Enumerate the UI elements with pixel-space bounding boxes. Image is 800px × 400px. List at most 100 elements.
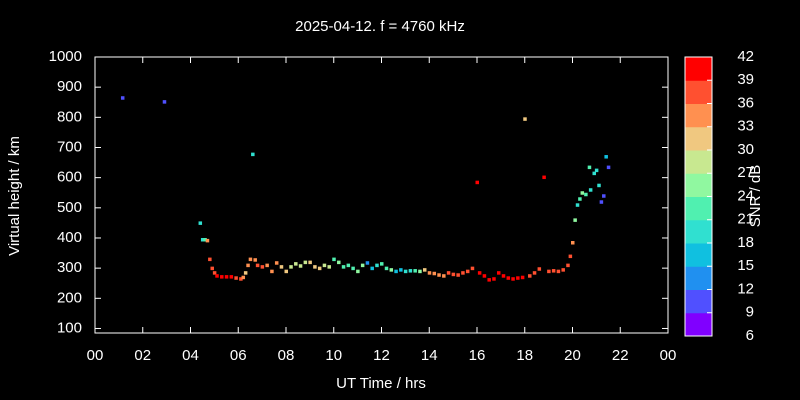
point — [492, 277, 496, 281]
y-tick-label: 600 — [57, 169, 82, 186]
colorbar-tick-label: 15 — [737, 257, 754, 274]
point — [496, 271, 501, 275]
point — [501, 274, 506, 278]
point — [422, 268, 427, 272]
colorbar-tick-label: 27 — [737, 164, 754, 181]
point — [487, 278, 491, 282]
colorbar-tick-label: 18 — [737, 234, 754, 251]
point — [246, 263, 250, 268]
point — [604, 155, 608, 159]
point — [322, 263, 327, 268]
point — [294, 262, 298, 266]
x-tick-label: 02 — [134, 347, 151, 364]
colorbar-band — [685, 173, 712, 197]
point — [205, 238, 210, 243]
point — [241, 275, 246, 280]
x-tick-label: 00 — [87, 347, 104, 364]
y-tick-label: 800 — [57, 108, 82, 125]
colorbar-band — [685, 289, 712, 314]
point — [575, 203, 580, 207]
point — [327, 265, 331, 269]
x-tick-label: 10 — [325, 347, 342, 364]
point — [597, 183, 601, 188]
point — [253, 258, 257, 262]
point — [561, 268, 565, 272]
point — [251, 152, 255, 157]
colorbar-tick-label: 24 — [737, 187, 754, 204]
y-tick-label: 300 — [57, 259, 82, 276]
colorbar-band — [685, 126, 712, 151]
colorbar-tick-label: 9 — [746, 304, 754, 321]
point — [573, 218, 577, 222]
colorbar-band — [685, 80, 712, 104]
point — [594, 168, 599, 173]
colorbar-band — [685, 312, 712, 337]
point — [346, 263, 351, 268]
point — [451, 272, 456, 277]
point — [229, 275, 234, 279]
point — [337, 260, 341, 265]
x-tick-label: 12 — [373, 347, 390, 364]
y-tick-label: 200 — [57, 289, 82, 306]
colorbar-tick-label: 42 — [737, 48, 754, 65]
point — [599, 200, 604, 204]
point — [578, 197, 582, 201]
point — [551, 269, 556, 273]
point — [203, 237, 207, 242]
point — [475, 180, 479, 185]
y-tick-label: 500 — [57, 199, 82, 216]
point — [332, 257, 336, 262]
point — [461, 271, 465, 275]
point — [380, 262, 384, 266]
x-tick-label: 04 — [182, 347, 199, 364]
point — [588, 188, 593, 192]
point — [212, 271, 217, 275]
point — [399, 268, 403, 272]
point — [198, 221, 203, 225]
point — [234, 276, 238, 280]
point — [370, 266, 374, 271]
point — [432, 271, 437, 276]
point — [313, 265, 317, 269]
colorbar-label: SNR / dB — [747, 165, 764, 228]
colorbar-tick-label: 6 — [746, 327, 754, 344]
point — [413, 269, 417, 273]
colorbar-band — [685, 266, 712, 290]
point — [341, 265, 346, 269]
colorbar-band — [685, 219, 712, 244]
point — [584, 192, 588, 197]
point — [284, 269, 288, 274]
point — [403, 269, 408, 274]
point — [317, 266, 322, 271]
colorbar-band — [685, 196, 712, 221]
plot-frame — [94, 56, 669, 334]
point — [265, 263, 269, 268]
x-tick-label: 06 — [230, 347, 247, 364]
point — [506, 276, 511, 280]
point — [270, 269, 274, 274]
colorbar-tick-label: 12 — [737, 280, 754, 297]
point — [255, 263, 260, 268]
point — [289, 265, 293, 269]
x-tick-label: 18 — [516, 347, 533, 364]
point — [477, 271, 482, 275]
point — [580, 191, 585, 195]
point — [532, 271, 537, 275]
chart-title: 2025-04-12. f = 4760 kHz — [295, 18, 465, 35]
point — [568, 254, 573, 259]
point — [360, 263, 365, 268]
point — [456, 273, 460, 277]
point — [224, 275, 229, 279]
colorbar-band — [685, 57, 712, 81]
point — [375, 263, 379, 268]
colorbar-band — [685, 103, 712, 128]
point — [556, 269, 561, 274]
point — [537, 267, 542, 271]
point — [162, 100, 167, 104]
point — [571, 241, 575, 245]
point — [239, 277, 243, 281]
point — [248, 257, 253, 262]
point — [394, 269, 398, 274]
point — [520, 275, 525, 280]
